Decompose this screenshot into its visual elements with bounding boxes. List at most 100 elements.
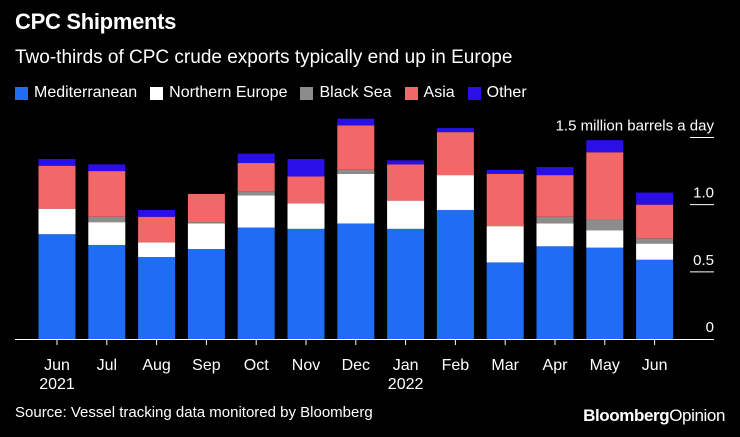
x-year-label: 2022 — [388, 376, 424, 393]
legend-label: Northern Europe — [169, 84, 288, 101]
legend-item-black-sea: Black Sea — [300, 84, 392, 102]
bar-segment-northern-europe — [387, 200, 425, 229]
x-tick-label: Nov — [292, 357, 320, 374]
bar-segment-northern-europe — [586, 230, 624, 248]
bar-segment-asia — [38, 165, 76, 209]
bar-segment-other — [237, 153, 275, 164]
bar-segment-asia — [586, 152, 624, 220]
legend-item-northern-europe: Northern Europe — [150, 84, 287, 102]
bar-segment-northern-europe — [187, 223, 225, 249]
bar-segment-asia — [387, 164, 425, 201]
x-tick-label: Jan — [393, 357, 419, 374]
bar-segment-northern-europe — [337, 173, 375, 224]
bar-segment-mediterranean — [287, 228, 325, 339]
y-tick-label: 0 — [706, 319, 714, 336]
x-tick-label: Jul — [97, 357, 117, 374]
brand-logo: BloombergOpinion — [583, 406, 725, 426]
legend-item-asia: Asia — [404, 84, 455, 102]
bar-segment-other — [138, 210, 176, 217]
bar-segment-other — [436, 128, 474, 133]
bar-segment-mediterranean — [536, 246, 574, 339]
legend-label: Asia — [423, 84, 455, 101]
x-tick-label: Apr — [543, 357, 569, 374]
brand-bold: Bloomberg — [583, 406, 670, 425]
x-tick-label: Sep — [192, 357, 221, 374]
bar-segment-other — [536, 167, 574, 176]
bar-segment-asia — [337, 125, 375, 170]
bar-segment-northern-europe — [237, 195, 275, 228]
brand-regular: Opinion — [669, 406, 725, 425]
bar-segment-northern-europe — [38, 208, 76, 235]
bar-segment-other — [387, 160, 425, 165]
bar-segment-asia — [187, 193, 225, 223]
y-tick-label: 1.0 — [693, 185, 714, 202]
bar-segment-other — [486, 169, 524, 174]
bar-segment-asia — [436, 132, 474, 176]
bar-segment-other — [88, 164, 126, 172]
x-year-label: 2021 — [39, 376, 75, 393]
bar-segment-northern-europe — [636, 243, 674, 260]
legend-label: Black Sea — [319, 84, 392, 101]
x-tick-label: Jun — [44, 357, 70, 374]
bar-segment-black-sea — [586, 219, 624, 231]
legend: Mediterranean Northern Europe Black Sea … — [15, 84, 540, 102]
bar-segment-black-sea — [337, 169, 375, 174]
x-tick-label: Mar — [491, 357, 519, 374]
bar-segment-other — [287, 158, 325, 177]
chart-title: CPC Shipments — [15, 9, 177, 34]
legend-label: Other — [486, 84, 527, 101]
bar-segment-northern-europe — [486, 226, 524, 263]
x-tick-label: Oct — [244, 357, 269, 374]
bar-segment-mediterranean — [636, 259, 674, 339]
bar-segment-mediterranean — [387, 228, 425, 339]
bar-segment-asia — [636, 204, 674, 239]
bar-segment-mediterranean — [138, 257, 176, 339]
bar-segment-mediterranean — [88, 244, 126, 339]
bar-segment-black-sea — [536, 216, 574, 224]
bar-segment-northern-europe — [88, 222, 126, 245]
bar-segment-asia — [486, 173, 524, 227]
source-note: Source: Vessel tracking data monitored b… — [15, 404, 373, 421]
legend-swatch — [404, 86, 418, 100]
y-tick-label: 1.5 million barrels a day — [556, 118, 715, 135]
legend-swatch — [300, 86, 314, 100]
legend-label: Mediterranean — [34, 84, 138, 101]
bar-segment-northern-europe — [436, 175, 474, 211]
y-tick-label: 0.5 — [693, 252, 714, 269]
chart-subtitle: Two-thirds of CPC crude exports typicall… — [15, 47, 513, 68]
bar-segment-northern-europe — [138, 242, 176, 258]
bar-segment-mediterranean — [486, 262, 524, 339]
bar-segment-mediterranean — [586, 247, 624, 339]
bar-segment-asia — [88, 171, 126, 217]
x-tick-label: May — [590, 357, 620, 374]
bar-segment-mediterranean — [187, 248, 225, 339]
x-tick-label: Feb — [442, 357, 470, 374]
bar-segment-mediterranean — [237, 227, 275, 339]
x-tick-label: Aug — [142, 357, 170, 374]
x-tick-label: Dec — [342, 357, 370, 374]
bar-segment-other — [586, 140, 624, 153]
legend-item-other: Other — [467, 84, 527, 102]
bar-segment-black-sea — [237, 191, 275, 196]
legend-swatch — [150, 86, 164, 100]
bar-segment-asia — [536, 175, 574, 217]
bar-segment-mediterranean — [38, 234, 76, 339]
bar-segment-black-sea — [88, 216, 126, 223]
bar-segment-asia — [237, 163, 275, 192]
bar-segment-mediterranean — [337, 223, 375, 339]
bar-segment-asia — [138, 216, 176, 243]
bar-segment-asia — [287, 176, 325, 204]
bar-segment-mediterranean — [436, 210, 474, 339]
legend-item-mediterranean: Mediterranean — [15, 84, 137, 102]
legend-swatch — [15, 86, 28, 100]
bar-segment-black-sea — [636, 238, 674, 244]
bar-segment-other — [636, 192, 674, 205]
bar-segment-black-sea — [187, 222, 225, 224]
bar-segment-northern-europe — [536, 223, 574, 247]
bar-segment-other — [337, 118, 375, 126]
legend-swatch — [467, 86, 481, 100]
bar-segment-northern-europe — [287, 203, 325, 229]
x-tick-label: Jun — [642, 357, 668, 374]
bar-segment-other — [38, 158, 76, 166]
